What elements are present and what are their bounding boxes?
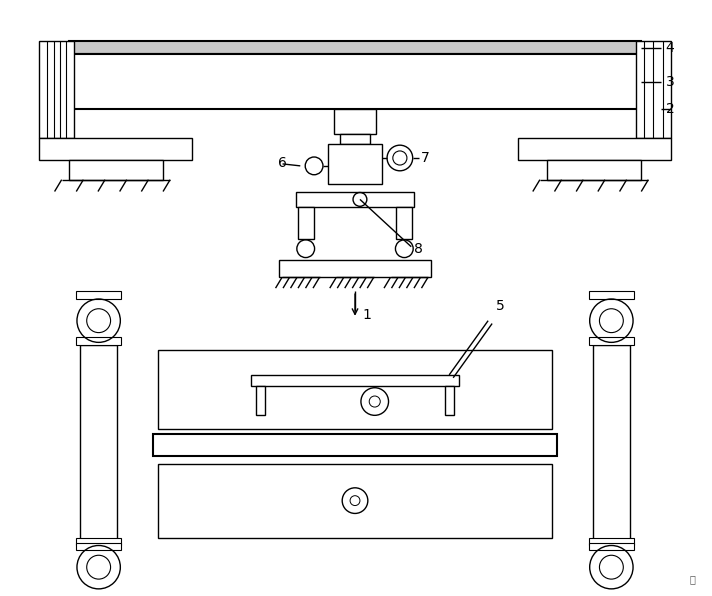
Bar <box>76 291 121 299</box>
Text: 凌: 凌 <box>689 574 695 584</box>
Bar <box>278 259 431 277</box>
Text: 3: 3 <box>666 74 674 89</box>
Text: 5: 5 <box>496 299 505 313</box>
Bar <box>153 434 557 456</box>
Bar <box>39 138 192 160</box>
Bar <box>340 134 370 144</box>
Text: 4: 4 <box>666 41 674 55</box>
Bar <box>445 386 454 415</box>
Bar <box>76 337 121 345</box>
Bar <box>589 291 634 299</box>
Bar <box>39 41 74 138</box>
Text: 6: 6 <box>278 156 286 170</box>
Text: 1: 1 <box>363 308 372 322</box>
Bar <box>76 542 121 551</box>
Bar <box>158 464 553 538</box>
Bar <box>69 54 641 108</box>
Bar <box>335 108 376 134</box>
Bar <box>80 345 117 542</box>
Text: 7: 7 <box>421 151 429 165</box>
Bar <box>592 345 630 542</box>
Bar <box>298 207 313 239</box>
Text: 8: 8 <box>414 242 423 256</box>
Bar <box>589 538 634 545</box>
Bar <box>76 538 121 545</box>
Bar <box>589 337 634 345</box>
Text: 2: 2 <box>666 102 674 116</box>
Bar <box>296 191 414 207</box>
Bar <box>251 375 459 386</box>
Bar <box>548 160 641 179</box>
Bar <box>158 350 553 429</box>
Bar <box>636 41 671 138</box>
Bar <box>69 160 163 179</box>
Bar <box>256 386 266 415</box>
Bar <box>518 138 671 160</box>
Bar <box>397 207 412 239</box>
Bar <box>589 542 634 551</box>
Bar <box>328 144 382 184</box>
Bar <box>69 41 641 54</box>
